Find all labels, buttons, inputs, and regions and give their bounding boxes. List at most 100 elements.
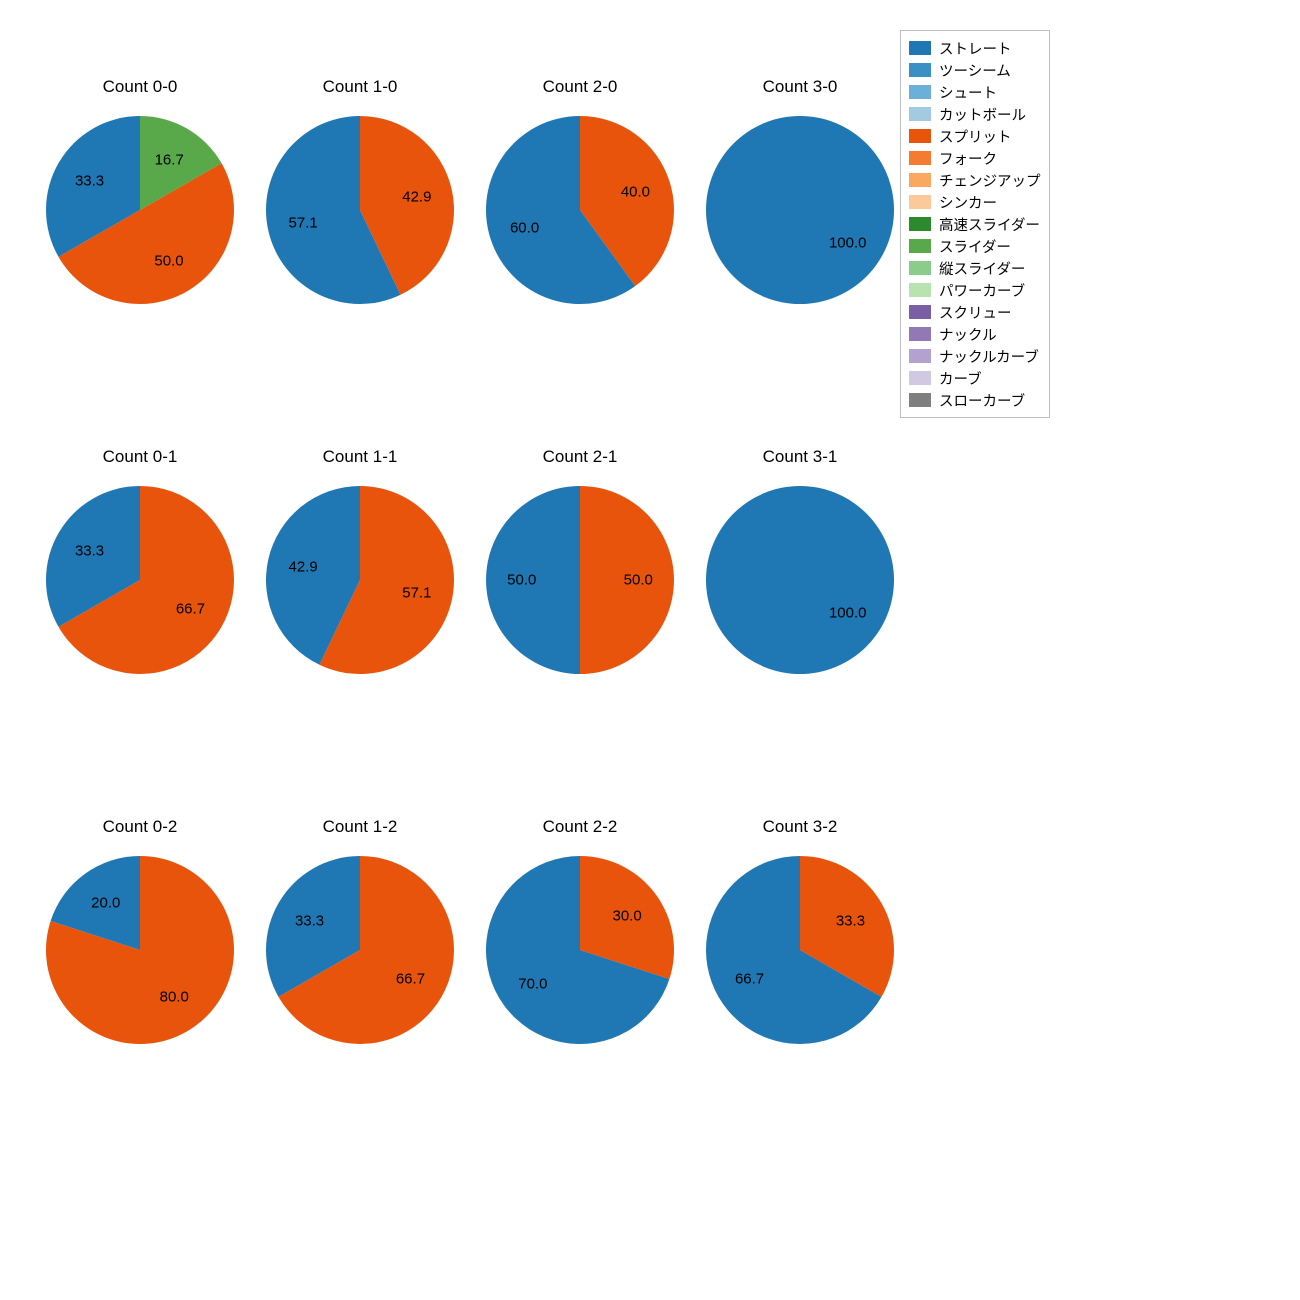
legend-item: ストレート bbox=[909, 37, 1041, 59]
slice-label: 16.7 bbox=[155, 151, 184, 168]
slice-label: 60.0 bbox=[510, 220, 539, 237]
pie-chart bbox=[44, 854, 236, 1046]
legend-label: 縦スライダー bbox=[939, 258, 1025, 279]
chart-title: Count 0-1 bbox=[40, 447, 240, 467]
legend-item: カットボール bbox=[909, 103, 1041, 125]
chart-title: Count 1-0 bbox=[260, 77, 460, 97]
legend-label: カットボール bbox=[939, 104, 1026, 125]
slice-label: 40.0 bbox=[621, 183, 650, 200]
legend-label: 高速スライダー bbox=[939, 214, 1040, 235]
chart-title: Count 2-1 bbox=[480, 447, 680, 467]
slice-label: 20.0 bbox=[91, 894, 120, 911]
legend-swatch bbox=[909, 349, 931, 363]
legend-label: フォーク bbox=[939, 148, 997, 169]
slice-label: 66.7 bbox=[735, 971, 764, 988]
legend-label: ナックルカーブ bbox=[939, 346, 1039, 367]
slice-label: 33.3 bbox=[295, 912, 324, 929]
chart-title: Count 3-1 bbox=[700, 447, 900, 467]
legend-item: スクリュー bbox=[909, 301, 1041, 323]
legend-label: スプリット bbox=[939, 126, 1012, 147]
legend-swatch bbox=[909, 239, 931, 253]
chart-title: Count 1-2 bbox=[260, 817, 460, 837]
chart-title: Count 0-2 bbox=[40, 817, 240, 837]
legend-item: チェンジアップ bbox=[909, 169, 1041, 191]
legend-swatch bbox=[909, 305, 931, 319]
legend-item: フォーク bbox=[909, 147, 1041, 169]
legend-label: シンカー bbox=[939, 192, 997, 213]
slice-label: 57.1 bbox=[402, 584, 431, 601]
legend-swatch bbox=[909, 195, 931, 209]
slice-label: 42.9 bbox=[289, 559, 318, 576]
legend-swatch bbox=[909, 129, 931, 143]
pie-slice bbox=[706, 486, 894, 674]
chart-title: Count 1-1 bbox=[260, 447, 460, 467]
legend-label: スローカーブ bbox=[939, 390, 1025, 411]
legend-item: 高速スライダー bbox=[909, 213, 1041, 235]
chart-title: Count 2-0 bbox=[480, 77, 680, 97]
slice-label: 57.1 bbox=[289, 214, 318, 231]
legend-item: スライダー bbox=[909, 235, 1041, 257]
legend-swatch bbox=[909, 85, 931, 99]
slice-label: 66.7 bbox=[396, 971, 425, 988]
legend-label: スライダー bbox=[939, 236, 1011, 257]
legend-swatch bbox=[909, 327, 931, 341]
legend-item: スプリット bbox=[909, 125, 1041, 147]
slice-label: 70.0 bbox=[518, 976, 547, 993]
chart-title: Count 3-2 bbox=[700, 817, 900, 837]
legend-label: シュート bbox=[939, 82, 997, 103]
legend: ストレートツーシームシュートカットボールスプリットフォークチェンジアップシンカー… bbox=[900, 30, 1050, 418]
chart-title: Count 0-0 bbox=[40, 77, 240, 97]
slice-label: 30.0 bbox=[613, 907, 642, 924]
legend-label: パワーカーブ bbox=[939, 280, 1025, 301]
legend-label: カーブ bbox=[939, 368, 982, 389]
pie-chart bbox=[484, 854, 676, 1046]
slice-label: 100.0 bbox=[829, 235, 867, 252]
pie-chart bbox=[44, 114, 236, 306]
chart-title: Count 3-0 bbox=[700, 77, 900, 97]
pie-chart bbox=[44, 484, 236, 676]
pie-chart bbox=[704, 114, 896, 306]
pie-chart bbox=[484, 114, 676, 306]
slice-label: 33.3 bbox=[75, 172, 104, 189]
legend-item: ツーシーム bbox=[909, 59, 1041, 81]
legend-swatch bbox=[909, 393, 931, 407]
legend-swatch bbox=[909, 283, 931, 297]
legend-label: ストレート bbox=[939, 38, 1012, 59]
chart-canvas: Count 0-0 33.3 50.0 16.7 Count 1-0 57.1 42.9 Co… bbox=[0, 0, 1300, 1300]
pie-chart bbox=[264, 114, 456, 306]
slice-label: 33.3 bbox=[75, 542, 104, 559]
legend-item: カーブ bbox=[909, 367, 1041, 389]
legend-swatch bbox=[909, 151, 931, 165]
slice-label: 50.0 bbox=[154, 252, 183, 269]
legend-item: ナックルカーブ bbox=[909, 345, 1041, 367]
pie-chart bbox=[704, 484, 896, 676]
legend-swatch bbox=[909, 107, 931, 121]
legend-item: スローカーブ bbox=[909, 389, 1041, 411]
slice-label: 100.0 bbox=[829, 605, 867, 622]
legend-swatch bbox=[909, 63, 931, 77]
pie-chart bbox=[704, 854, 896, 1046]
chart-title: Count 2-2 bbox=[480, 817, 680, 837]
legend-item: シンカー bbox=[909, 191, 1041, 213]
pie-chart bbox=[264, 854, 456, 1046]
legend-item: シュート bbox=[909, 81, 1041, 103]
slice-label: 33.3 bbox=[836, 912, 865, 929]
legend-swatch bbox=[909, 371, 931, 385]
legend-swatch bbox=[909, 41, 931, 55]
legend-item: 縦スライダー bbox=[909, 257, 1041, 279]
pie-slice bbox=[706, 116, 894, 304]
pie-chart bbox=[264, 484, 456, 676]
legend-swatch bbox=[909, 217, 931, 231]
legend-label: ナックル bbox=[939, 324, 997, 345]
slice-label: 50.0 bbox=[624, 572, 653, 589]
slice-label: 80.0 bbox=[160, 989, 189, 1006]
legend-swatch bbox=[909, 261, 931, 275]
slice-label: 42.9 bbox=[402, 189, 431, 206]
slice-label: 66.7 bbox=[176, 601, 205, 618]
legend-item: ナックル bbox=[909, 323, 1041, 345]
legend-item: パワーカーブ bbox=[909, 279, 1041, 301]
legend-label: チェンジアップ bbox=[939, 170, 1041, 191]
legend-label: スクリュー bbox=[939, 302, 1012, 323]
legend-swatch bbox=[909, 173, 931, 187]
slice-label: 50.0 bbox=[507, 572, 536, 589]
